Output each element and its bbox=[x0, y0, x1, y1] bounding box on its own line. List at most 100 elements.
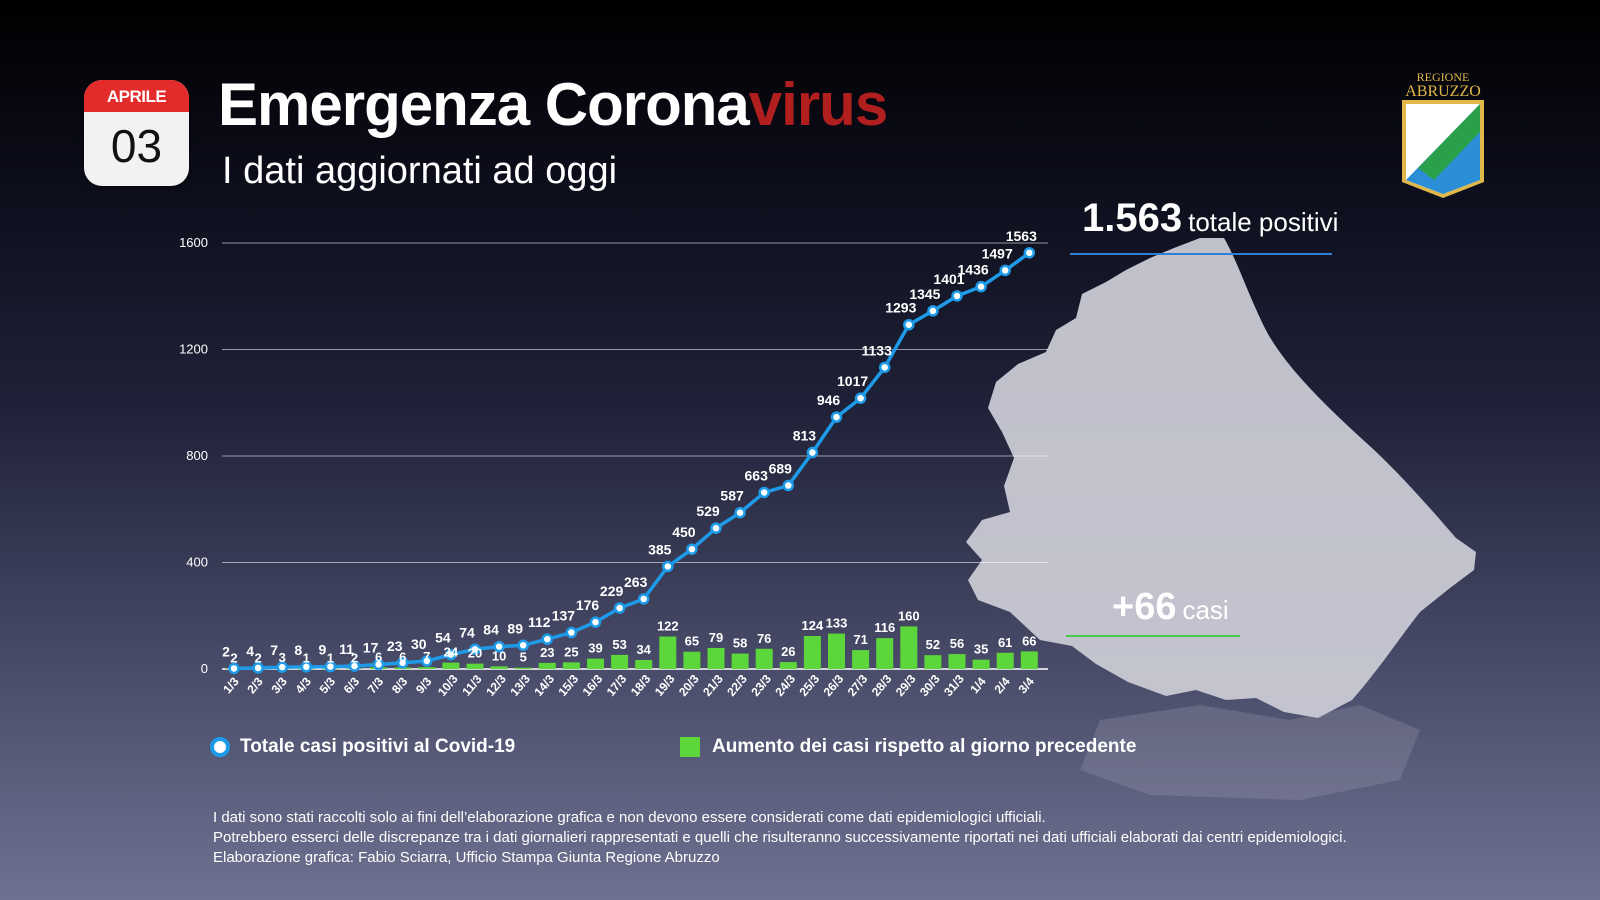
line-point bbox=[927, 305, 939, 317]
line-data-label: 7 bbox=[270, 642, 278, 658]
bar bbox=[852, 650, 870, 669]
bar-data-label: 76 bbox=[757, 631, 771, 646]
line-point bbox=[878, 361, 891, 374]
x-tick-label: 20/3 bbox=[676, 672, 702, 699]
bar-data-label: 6 bbox=[399, 649, 406, 664]
bar-data-label: 35 bbox=[974, 642, 988, 657]
line-point bbox=[228, 662, 240, 675]
x-tick-label: 4/3 bbox=[293, 674, 315, 696]
line-point bbox=[686, 543, 698, 555]
bar bbox=[442, 662, 460, 669]
bar-data-label: 39 bbox=[588, 641, 602, 656]
x-tick-label: 11/3 bbox=[459, 672, 485, 699]
line-point bbox=[421, 655, 433, 667]
line-data-label: 1293 bbox=[885, 300, 916, 316]
line-point bbox=[372, 658, 385, 671]
x-tick-label: 30/3 bbox=[917, 672, 943, 699]
line-point bbox=[854, 392, 867, 404]
line-point bbox=[975, 280, 987, 293]
line-data-label: 4 bbox=[246, 643, 254, 659]
bar bbox=[418, 667, 436, 669]
bar bbox=[900, 626, 918, 669]
line-point bbox=[734, 506, 746, 519]
bar-data-label: 24 bbox=[444, 645, 459, 660]
legend-total: Totale casi positivi al Covid-19 bbox=[210, 736, 515, 758]
y-tick-label: 400 bbox=[186, 555, 208, 570]
line-point bbox=[396, 657, 409, 669]
legend-bar-marker-icon bbox=[680, 737, 700, 757]
abruzzo-map-reflection bbox=[1080, 705, 1420, 800]
line-point bbox=[469, 643, 481, 656]
bar-data-label: 25 bbox=[564, 644, 578, 659]
bar-data-label: 124 bbox=[802, 618, 824, 633]
x-tick-label: 17/3 bbox=[604, 672, 630, 699]
bar-data-label: 5 bbox=[520, 650, 527, 665]
line-point bbox=[565, 626, 578, 639]
calendar-day: 03 bbox=[110, 120, 163, 172]
bar-data-label: 66 bbox=[1022, 633, 1036, 648]
bar-series bbox=[225, 626, 1038, 670]
line-data-label: 689 bbox=[769, 461, 793, 477]
bar bbox=[659, 636, 677, 669]
bar-data-label: 53 bbox=[612, 637, 626, 652]
page-subtitle: I dati aggiornati ad oggi bbox=[222, 150, 618, 192]
x-tick-label: 28/3 bbox=[869, 672, 895, 699]
line-point bbox=[806, 446, 819, 459]
bar bbox=[828, 633, 845, 669]
bar-data-label: 26 bbox=[781, 644, 795, 659]
x-tick-label: 13/3 bbox=[507, 672, 533, 699]
line-point bbox=[637, 593, 650, 605]
bar bbox=[466, 663, 484, 669]
abruzzo-map-shape bbox=[966, 238, 1476, 718]
line-point bbox=[541, 633, 554, 645]
total-value: 1.563 bbox=[1082, 196, 1183, 240]
line-point bbox=[999, 264, 1011, 277]
bar bbox=[731, 653, 749, 669]
line-data-label: 137 bbox=[552, 608, 576, 624]
line-data-label: 17 bbox=[363, 639, 379, 655]
line-series bbox=[228, 247, 1036, 675]
bar-data-label: 10 bbox=[492, 648, 506, 663]
x-tick-label: 7/3 bbox=[365, 674, 387, 696]
x-tick-label: 29/3 bbox=[893, 672, 919, 699]
line-data-label: 663 bbox=[745, 467, 769, 483]
title-accent: virus bbox=[748, 71, 888, 138]
legend-increase-label: Aumento dei casi rispetto al giorno prec… bbox=[712, 736, 1137, 757]
line-data-label: 1401 bbox=[933, 271, 964, 287]
bar bbox=[924, 655, 942, 669]
line-data-label: 1436 bbox=[958, 262, 989, 278]
line-data-label: 946 bbox=[817, 392, 841, 408]
bar-data-label: 1 bbox=[303, 651, 310, 666]
line-data-label: 1497 bbox=[982, 245, 1013, 261]
line-data-label: 1133 bbox=[862, 342, 893, 358]
x-tick-label: 15/3 bbox=[555, 672, 581, 699]
line-point bbox=[782, 479, 795, 492]
x-tick-label: 1/3 bbox=[220, 674, 242, 696]
x-tick-label: 21/3 bbox=[700, 672, 726, 699]
footnotes: I dati sono stati raccolti solo ai fini … bbox=[213, 808, 1347, 868]
line-point bbox=[493, 640, 505, 653]
bar-data-label: 6 bbox=[375, 649, 382, 664]
x-tick-label: 2/3 bbox=[244, 674, 266, 696]
bar bbox=[755, 648, 773, 669]
line-point bbox=[300, 661, 313, 673]
bar-data-label: 58 bbox=[733, 636, 747, 651]
bar-data-label: 1 bbox=[327, 651, 334, 666]
bar-data-label: 56 bbox=[950, 636, 964, 651]
bar bbox=[514, 667, 532, 669]
x-tick-label: 6/3 bbox=[341, 674, 363, 696]
calendar-month: APRILE bbox=[84, 80, 189, 112]
legend-line-marker-icon bbox=[210, 737, 230, 757]
line-data-label: 112 bbox=[528, 614, 551, 630]
bar bbox=[587, 658, 604, 669]
bar-data-label: 20 bbox=[468, 646, 482, 661]
bar-data-label: 23 bbox=[540, 645, 554, 660]
x-tick-label: 10/3 bbox=[435, 672, 461, 699]
x-tick-label: 26/3 bbox=[821, 672, 847, 699]
footnote-3: Elaborazione grafica: Fabio Sciarra, Uff… bbox=[213, 849, 720, 866]
line-data-label: 450 bbox=[672, 524, 696, 540]
bar bbox=[876, 638, 894, 669]
x-tick-label: 24/3 bbox=[772, 672, 798, 699]
footnote-1: I dati sono stati raccolti solo ai fini … bbox=[213, 809, 1046, 826]
